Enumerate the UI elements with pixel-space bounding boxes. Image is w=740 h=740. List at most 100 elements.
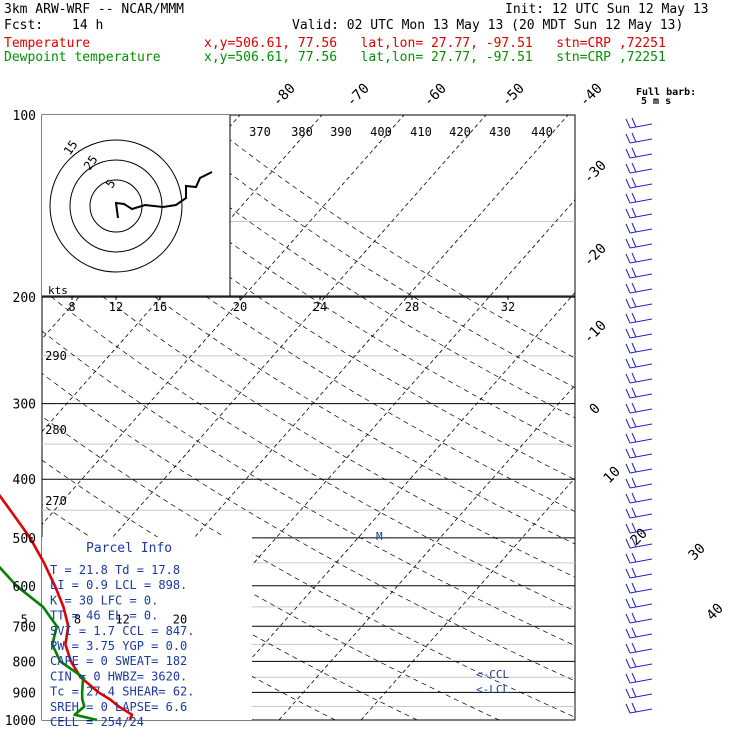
wind-barb: [625, 117, 653, 129]
wind-barb-flag: [625, 328, 631, 339]
wind-barb: [625, 597, 653, 609]
wind-barb: [625, 372, 653, 384]
wind-barb-flag: [631, 312, 637, 323]
dry-adiabat: [71, 115, 575, 449]
wind-barb: [625, 447, 653, 459]
wind-barb: [625, 192, 653, 204]
dry-adiabat: [42, 247, 575, 578]
wind-barb-flag: [625, 568, 631, 579]
wind-barb-shaft: [629, 243, 653, 249]
wind-barb-flag: [631, 237, 637, 248]
model-title: 3km ARW-WRF -- NCAR/MMM: [4, 2, 185, 17]
parcel-marker: M: [376, 530, 383, 543]
parcel-row: CELL = 254/24: [50, 715, 144, 729]
isotherm: [42, 115, 405, 525]
isotherm: [42, 115, 487, 618]
wind-barb-flag: [631, 402, 637, 413]
theta-label: 280: [45, 423, 67, 437]
wind-barb-shaft: [629, 483, 653, 489]
wind-barb-flag: [631, 582, 637, 593]
wind-barb-flag: [631, 327, 637, 338]
wind-barb-shaft: [629, 303, 653, 309]
parcel-row: LI = 0.9 LCL = 898.: [50, 578, 187, 592]
wind-barb-flag: [631, 372, 637, 383]
wind-barb: [625, 162, 653, 174]
wind-barb-flag: [631, 462, 637, 473]
wind-barb-flag: [625, 463, 631, 474]
speed-tick-label: 8: [68, 300, 75, 314]
wind-barb-flag: [631, 627, 637, 638]
wind-barb-shaft: [629, 423, 653, 429]
wind-barb-flag: [625, 598, 631, 609]
wind-barb-flag: [631, 492, 637, 503]
valid-time: Valid: 02 UTC Mon 13 May 13 (20 MDT Sun …: [292, 18, 684, 33]
wind-barb-flag: [625, 253, 631, 264]
wind-barb-flag: [631, 297, 637, 308]
isotherm-label: -20: [581, 241, 610, 270]
wind-barb-flag: [625, 508, 631, 519]
wind-barb-shaft: [629, 438, 653, 444]
wind-barb-flag: [625, 688, 631, 699]
wind-barb-shaft: [629, 138, 653, 144]
wind-barb-flag: [625, 388, 631, 399]
wind-barb: [625, 432, 653, 444]
temperature-legend: Temperature: [4, 36, 91, 51]
dry-adiabat: [198, 115, 575, 359]
wind-barb: [625, 312, 653, 324]
pressure-label: 400: [13, 473, 36, 488]
wind-barb-flag: [625, 178, 631, 189]
wind-barb: [625, 462, 653, 474]
wind-barb-flag: [631, 222, 637, 233]
wind-barb-flag: [625, 208, 631, 219]
wind-barb-flag: [625, 418, 631, 429]
wind-barb-shaft: [629, 393, 653, 399]
wind-barb-flag: [631, 597, 637, 608]
dry-adiabat: [42, 373, 575, 682]
wind-barb-shaft: [629, 363, 653, 369]
wind-barb-flag: [631, 357, 637, 368]
hodograph-kts-label: kts: [48, 284, 68, 297]
wind-barb-flag: [631, 267, 637, 278]
wind-barb-shaft: [629, 708, 653, 714]
wind-barb-flag: [625, 373, 631, 384]
wind-barb-flag: [625, 673, 631, 684]
theta-label: 400: [370, 125, 392, 139]
wind-barb-flag: [631, 282, 637, 293]
wind-barb: [625, 552, 653, 564]
wind-barb-shaft: [629, 663, 653, 669]
parcel-row: CAPE = 0 SWEAT= 182: [50, 654, 187, 668]
wind-barb-flag: [625, 643, 631, 654]
wind-barb-shaft: [629, 648, 653, 654]
wind-barb-flag: [631, 672, 637, 683]
wind-barb-shaft: [629, 558, 653, 564]
dry-adiabat: [42, 415, 575, 718]
wind-barb-flag: [625, 448, 631, 459]
speed-tick-label: 12: [109, 300, 123, 314]
wind-barb-flag: [631, 702, 637, 713]
isotherm: [196, 291, 575, 720]
wind-barb: [625, 522, 653, 534]
speed-tick-label: 24: [313, 300, 327, 314]
dewpoint-location: x,y=506.61, 77.56 lat,lon= 27.77, -97.51…: [204, 50, 666, 65]
wind-barb: [625, 537, 653, 549]
wind-barb: [625, 582, 653, 594]
wind-barb-shaft: [629, 528, 653, 534]
lcl-marker: <-LCL: [476, 683, 509, 696]
wind-barb-flag: [625, 703, 631, 714]
parcel-row: SVI = 1.7 CCL = 847.: [50, 624, 195, 638]
wind-barb: [625, 687, 653, 699]
isotherm: [360, 477, 575, 720]
wind-barb-flag: [625, 193, 631, 204]
parcel-row: CIN = 0 HWBZ= 3620.: [50, 669, 187, 683]
wind-barb-flag: [631, 162, 637, 173]
wind-barb: [625, 237, 653, 249]
ccl-marker: <-CCL: [476, 668, 509, 681]
wind-barb-shaft: [629, 543, 653, 549]
wind-barb: [625, 342, 653, 354]
wind-barb-flag: [631, 477, 637, 488]
wind-barb-flag: [631, 132, 637, 143]
wind-barb-flag: [625, 538, 631, 549]
speed-tick-label: 28: [405, 300, 419, 314]
wind-barb-flag: [625, 553, 631, 564]
wind-barb-shaft: [629, 318, 653, 324]
